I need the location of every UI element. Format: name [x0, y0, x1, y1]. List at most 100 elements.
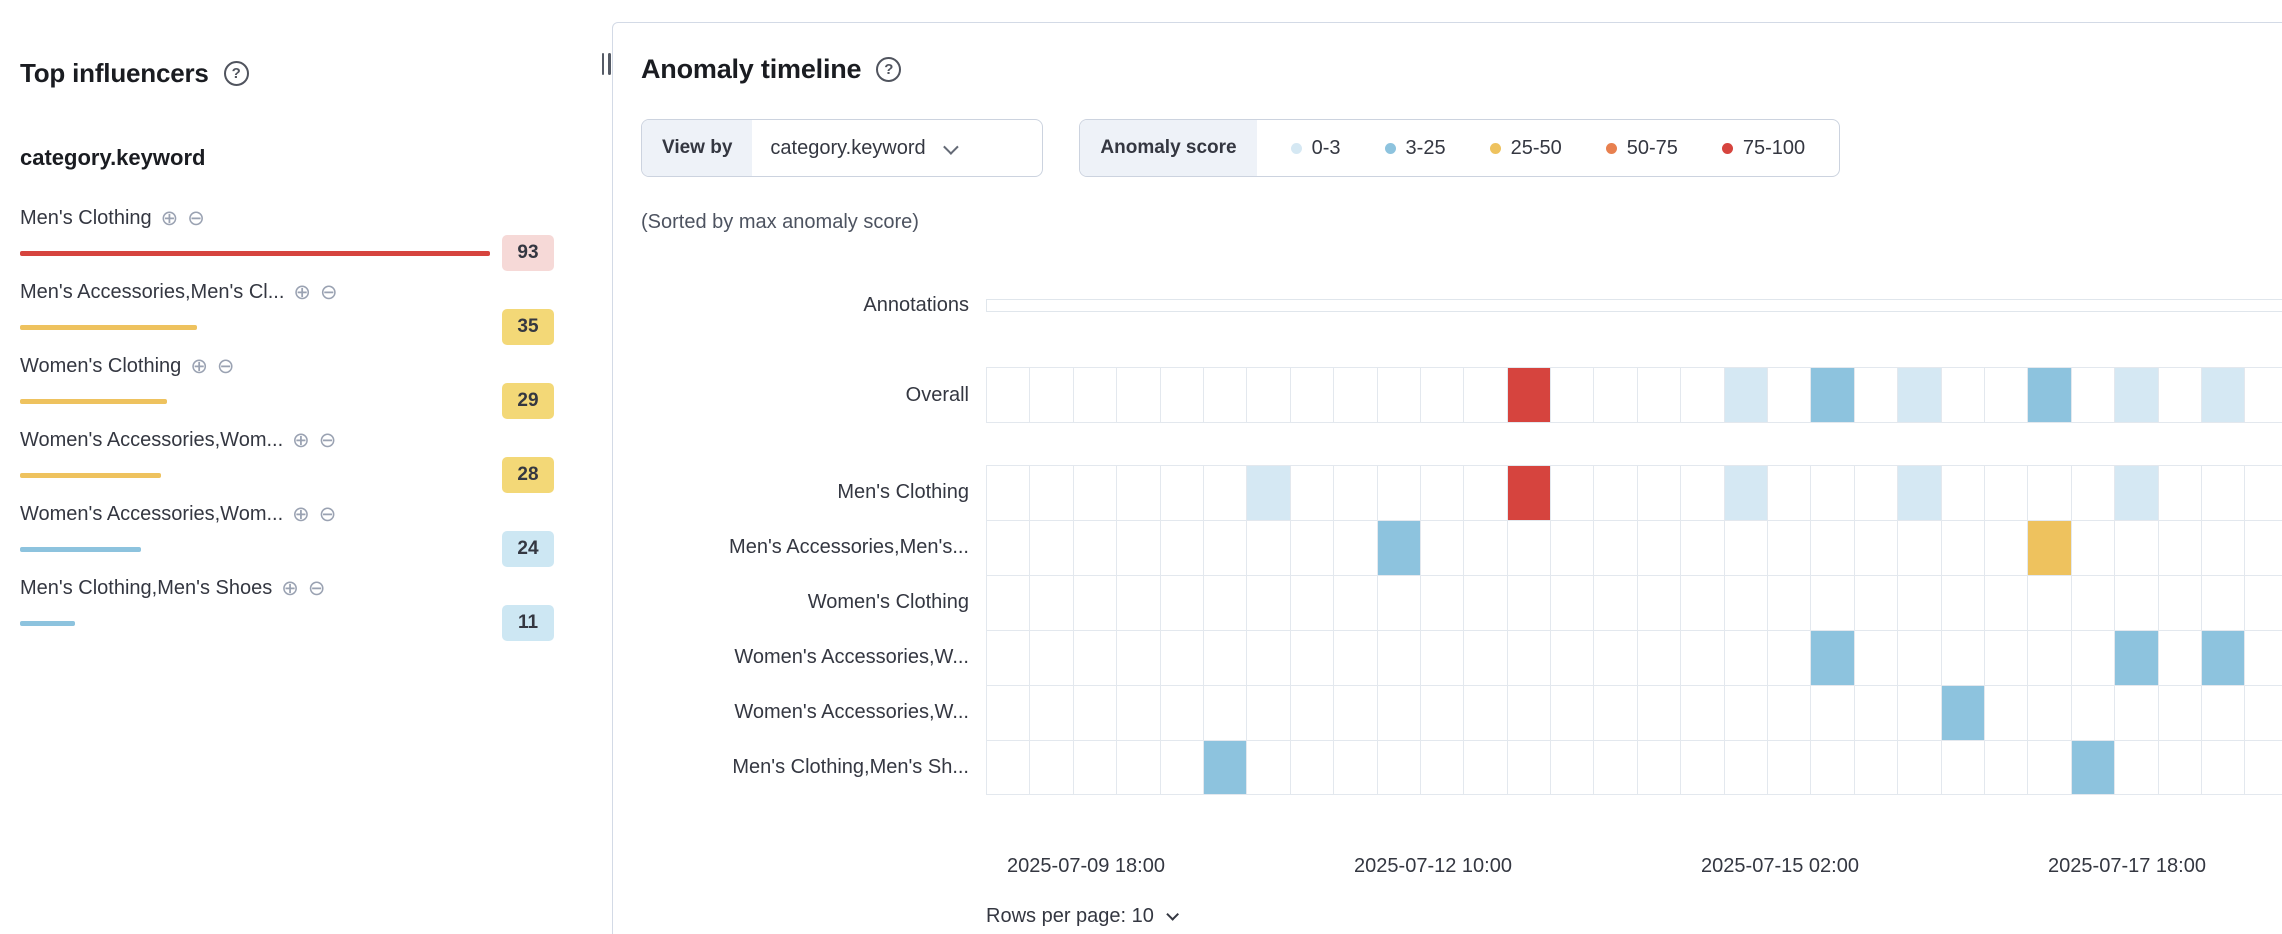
swimlane-cell[interactable]: [2159, 686, 2202, 740]
swimlane-cell[interactable]: [1725, 521, 1769, 575]
swimlane-cell[interactable]: [1725, 741, 1769, 794]
swimlane-cell[interactable]: [1508, 686, 1552, 740]
swimlane-cell[interactable]: [1681, 466, 1725, 520]
filter-out-icon[interactable]: ⊖: [216, 354, 235, 378]
swimlane-cell[interactable]: [2202, 521, 2246, 575]
swimlane-cell[interactable]: [1291, 631, 1335, 685]
swimlane-cell[interactable]: [1551, 631, 1595, 685]
swimlane-cell[interactable]: [1941, 686, 1985, 740]
swimlane-cell[interactable]: [1464, 368, 1508, 422]
swimlane-cell[interactable]: [2245, 631, 2282, 685]
swimlane-cell[interactable]: [1377, 521, 1421, 575]
swimlane-cell[interactable]: [1768, 521, 1812, 575]
swimlane-cell[interactable]: [1161, 686, 1204, 740]
swimlane-cell[interactable]: [1117, 741, 1161, 794]
filter-out-icon[interactable]: ⊖: [307, 576, 326, 600]
swimlane-cell[interactable]: [1030, 576, 1074, 630]
swimlane-cell[interactable]: [1291, 741, 1335, 794]
swimlane-cell[interactable]: [1768, 576, 1812, 630]
swimlane-cell[interactable]: [1161, 466, 1204, 520]
swimlane-cell[interactable]: [1724, 368, 1769, 422]
swimlane-cell[interactable]: [1855, 631, 1899, 685]
influencer-label[interactable]: Women's Accessories,Wom...: [20, 502, 284, 525]
swimlane-cell[interactable]: [1942, 368, 1985, 422]
swimlane-cell[interactable]: [1551, 521, 1595, 575]
swimlane-cell[interactable]: [1117, 686, 1161, 740]
swimlane-cell[interactable]: [1681, 686, 1725, 740]
swimlane-cell[interactable]: [1508, 741, 1552, 794]
swimlane-cell[interactable]: [1811, 686, 1855, 740]
swimlane-cell[interactable]: [2072, 368, 2116, 422]
swimlane-cell[interactable]: [1291, 521, 1335, 575]
filter-for-icon[interactable]: ⊕: [293, 280, 311, 304]
swimlane-cell[interactable]: [1855, 686, 1899, 740]
swimlane-cell[interactable]: [2072, 521, 2116, 575]
swimlane-cell[interactable]: [2071, 741, 2116, 794]
swimlane-cell[interactable]: [1594, 576, 1638, 630]
influencer-label[interactable]: Men's Clothing,Men's Shoes: [20, 576, 273, 599]
swimlane-cell[interactable]: [1551, 741, 1595, 794]
swimlane-cell[interactable]: [2028, 466, 2072, 520]
swimlane-cell[interactable]: [1247, 368, 1291, 422]
swimlane-cell[interactable]: [1638, 741, 1682, 794]
swimlane-cell[interactable]: [1898, 741, 1942, 794]
swimlane-cell[interactable]: [1985, 521, 2029, 575]
swimlane-cell[interactable]: [1161, 576, 1204, 630]
swimlane-cell[interactable]: [1291, 466, 1335, 520]
swimlane-cell[interactable]: [1855, 576, 1899, 630]
swimlane-cell[interactable]: [1768, 466, 1812, 520]
swimlane-cell[interactable]: [1421, 466, 1465, 520]
swimlane-cell[interactable]: [1681, 521, 1725, 575]
swimlane-cell[interactable]: [1204, 686, 1248, 740]
swimlane-cell[interactable]: [1768, 741, 1812, 794]
swimlane-cell[interactable]: [1421, 741, 1465, 794]
swimlane-cell[interactable]: [2028, 741, 2072, 794]
swimlane-cell[interactable]: [2115, 368, 2159, 422]
swimlane-cell[interactable]: [2028, 521, 2072, 575]
swimlane-cell[interactable]: [987, 686, 1031, 740]
swimlane-cell[interactable]: [1942, 741, 1985, 794]
filter-out-icon[interactable]: ⊖: [318, 428, 337, 452]
swimlane-cell[interactable]: [1378, 576, 1421, 630]
swimlane-cell[interactable]: [1030, 466, 1074, 520]
swimlane-cell[interactable]: [987, 741, 1031, 794]
influencer-label[interactable]: Women's Accessories,Wom...: [20, 428, 284, 451]
swimlane-cell[interactable]: [1421, 521, 1465, 575]
swimlane-cell[interactable]: [1508, 631, 1552, 685]
filter-for-icon[interactable]: ⊕: [190, 354, 208, 378]
swimlane-cell[interactable]: [1334, 368, 1378, 422]
swimlane-cell[interactable]: [2201, 368, 2246, 422]
swimlane-cell[interactable]: [2115, 576, 2159, 630]
swimlane-cell[interactable]: [2115, 466, 2159, 520]
swimlane-cell[interactable]: [1985, 741, 2029, 794]
swimlane-cell[interactable]: [2245, 368, 2282, 422]
swimlane-cell[interactable]: [1507, 466, 1552, 520]
swimlane-cell[interactable]: [1334, 521, 1378, 575]
swimlane-cell[interactable]: [1768, 686, 1812, 740]
swimlane-cell[interactable]: [1942, 466, 1985, 520]
swimlane-cell[interactable]: [987, 368, 1031, 422]
swimlane-cell[interactable]: [1074, 521, 1118, 575]
swimlane-cell[interactable]: [1985, 466, 2029, 520]
swimlane-cell[interactable]: [1898, 368, 1942, 422]
filter-for-icon[interactable]: ⊕: [160, 206, 179, 230]
swimlane-cell[interactable]: [2159, 521, 2202, 575]
swimlane-cell[interactable]: [2072, 631, 2116, 685]
swimlane-cell[interactable]: [987, 521, 1031, 575]
swimlane-cell[interactable]: [1030, 631, 1074, 685]
swimlane-cell[interactable]: [1464, 741, 1508, 794]
swimlane-cell[interactable]: [1811, 576, 1855, 630]
swimlane-cell[interactable]: [1030, 741, 1074, 794]
swimlane-cell[interactable]: [1681, 368, 1725, 422]
filter-out-icon[interactable]: ⊖: [318, 502, 337, 526]
swimlane-cell[interactable]: [1985, 631, 2029, 685]
swimlane-cell[interactable]: [1508, 576, 1552, 630]
swimlane-cell[interactable]: [1681, 576, 1725, 630]
swimlane-cell[interactable]: [1638, 368, 1682, 422]
swimlane-cell[interactable]: [1681, 631, 1725, 685]
swimlane-cell[interactable]: [1117, 631, 1161, 685]
swimlane-cell[interactable]: [2245, 576, 2282, 630]
swimlane-cell[interactable]: [987, 466, 1031, 520]
swimlane-cell[interactable]: [1161, 741, 1204, 794]
swimlane-cell[interactable]: [1638, 631, 1682, 685]
